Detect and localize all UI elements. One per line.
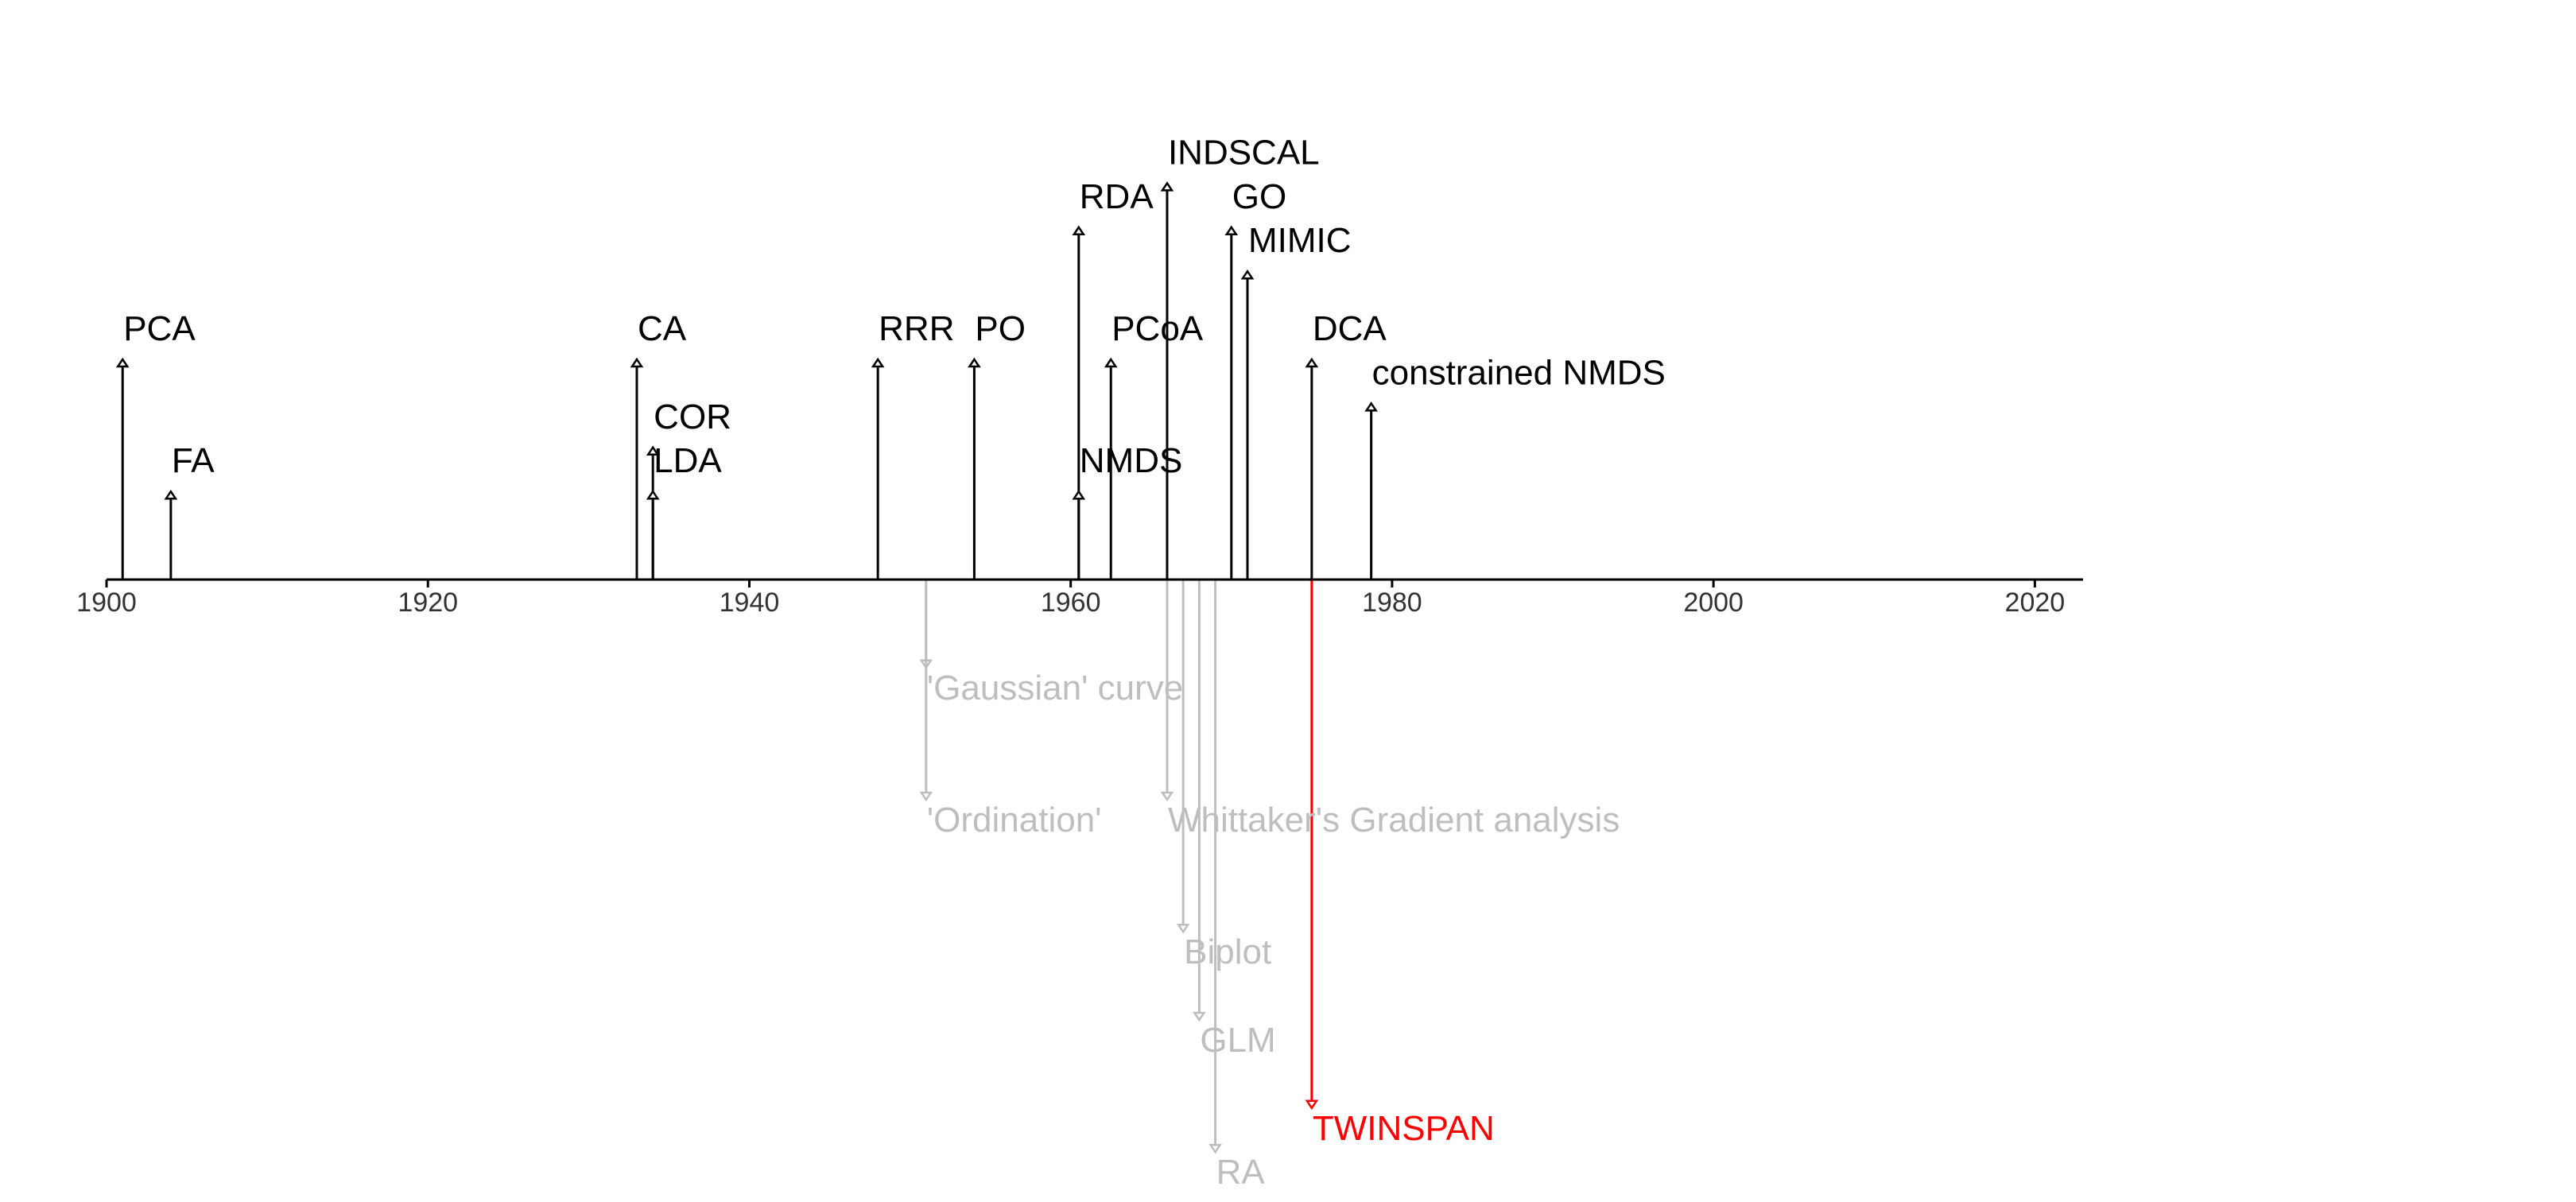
event-arrowhead [646, 489, 660, 500]
event-label: constrained NMDS [1372, 353, 1666, 392]
event-arrowhead [115, 357, 130, 368]
event-arrowhead [968, 357, 981, 368]
event-arrowhead [1305, 357, 1319, 368]
x-axis: 1900 1920 1940 1960 1980 2000 2020 [76, 578, 2083, 618]
x-tick-label: 2020 [2005, 587, 2066, 618]
event-label: 'Gaussian' curve [927, 669, 1184, 708]
event-arrowhead [1305, 1099, 1319, 1111]
event-label: MIMIC [1248, 221, 1352, 260]
event-label: PCoA [1111, 309, 1204, 348]
event-arrowhead [919, 791, 933, 802]
event-label: Biplot [1184, 933, 1271, 971]
event-label: NMDS [1080, 441, 1183, 480]
event-arrowhead [646, 445, 660, 456]
event-label: GO [1232, 177, 1286, 216]
event-arrowhead [1072, 489, 1086, 500]
x-tick-label: 1900 [76, 587, 137, 618]
event-arrowhead [1176, 923, 1190, 934]
event-arrowhead [871, 357, 885, 368]
event-label: Whittaker's Gradient analysis [1168, 801, 1620, 839]
event-arrowhead [1160, 181, 1174, 192]
x-tick-label: 1920 [398, 587, 458, 618]
event-arrowhead [1208, 1143, 1222, 1154]
event-arrowhead [630, 357, 644, 368]
event-label: TWINSPAN [1313, 1109, 1495, 1148]
event-labels: PCA FA CA COR LDA RRR PO RDA NMDS PCoA INDSCAL GO MI… [123, 133, 1666, 1192]
event-label: LDA [654, 441, 722, 480]
event-label: GLM [1200, 1021, 1275, 1060]
x-tick-label: 1980 [1362, 587, 1422, 618]
event-arrowhead [1104, 357, 1118, 368]
event-arrowhead [164, 489, 178, 500]
x-tick-label: 2000 [1683, 587, 1744, 618]
x-tick-label: 1960 [1041, 587, 1101, 618]
event-label: RRR [879, 309, 954, 348]
event-label: DCA [1313, 309, 1387, 348]
x-tick-label: 1940 [720, 587, 780, 618]
event-label: INDSCAL [1168, 133, 1320, 172]
event-arrowhead [1224, 225, 1239, 236]
event-label: FA [172, 441, 215, 480]
event-label: RDA [1080, 177, 1154, 216]
event-arrowhead [1072, 225, 1086, 236]
event-label: 'Ordination' [927, 801, 1102, 839]
event-arrowhead [1160, 791, 1174, 802]
event-arrowhead [1240, 269, 1255, 280]
event-arrowhead [1364, 401, 1378, 412]
event-label: RA [1216, 1153, 1266, 1192]
event-label: CA [638, 309, 687, 348]
event-stems [115, 181, 1378, 1154]
event-arrowhead [1193, 1011, 1206, 1022]
event-label: COR [654, 397, 731, 436]
event-label: PCA [123, 309, 196, 348]
event-label: PO [975, 309, 1026, 348]
